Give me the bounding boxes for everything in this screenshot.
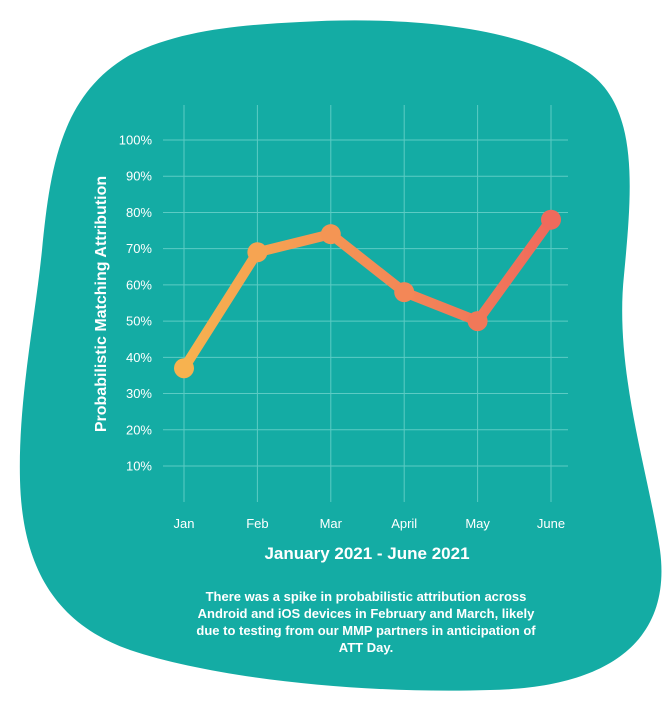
gridlines	[163, 105, 568, 502]
x-tick-label: May	[465, 516, 490, 531]
data-point-marker	[541, 209, 561, 230]
y-axis-tick-labels: 10% 20% 30% 40% 50% 60% 70% 80% 90% 100%	[119, 133, 153, 474]
x-tick-label: Jan	[174, 516, 195, 531]
y-axis-title: Probabilistic Matching Attribution	[93, 176, 110, 432]
x-tick-label: Feb	[246, 516, 268, 531]
x-axis-tick-labels: Jan Feb Mar April May June	[174, 516, 566, 531]
x-axis-title: January 2021 - June 2021	[264, 544, 469, 563]
data-point-marker	[247, 242, 268, 263]
background-blob	[19, 20, 662, 691]
y-tick-label: 90%	[126, 169, 152, 184]
series-line	[179, 214, 556, 374]
chart-caption: There was a spike in probabilistic attri…	[196, 589, 536, 655]
y-tick-label: 40%	[126, 350, 152, 365]
y-tick-label: 80%	[126, 205, 152, 220]
y-tick-label: 100%	[119, 133, 153, 148]
y-tick-label: 70%	[126, 241, 152, 256]
data-point-marker	[174, 358, 194, 379]
y-tick-label: 10%	[126, 459, 152, 474]
x-tick-label: Mar	[320, 516, 343, 531]
data-point-marker	[467, 311, 488, 332]
x-tick-label: April	[391, 516, 417, 531]
x-tick-label: June	[537, 516, 565, 531]
y-tick-label: 60%	[126, 277, 152, 292]
y-tick-label: 30%	[126, 386, 152, 401]
data-point-marker	[394, 282, 415, 303]
data-series	[174, 209, 561, 379]
data-point-marker	[320, 224, 341, 245]
y-tick-label: 50%	[126, 314, 152, 329]
y-tick-label: 20%	[126, 422, 152, 437]
